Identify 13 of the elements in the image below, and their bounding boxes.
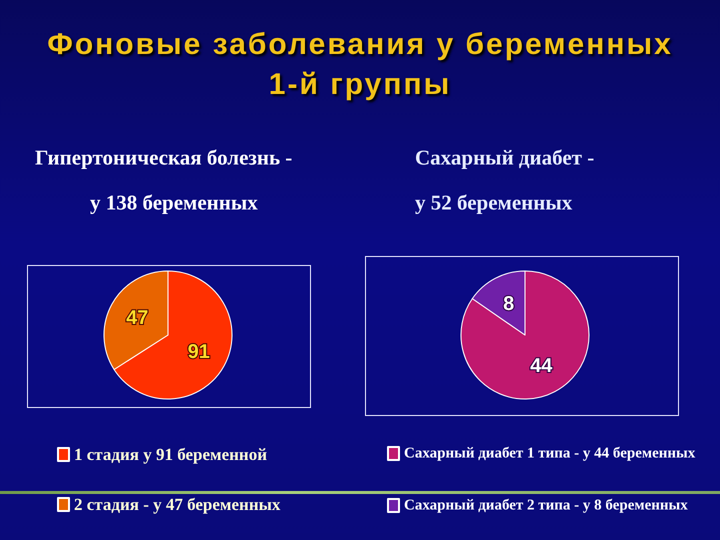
legend-label: 2 стадия - у 47 беременных [74,495,281,514]
text: Фоновые заболевания у беременных 1-й группы [46,27,674,103]
legend-label: Сахарный диабет 1 типа - у 44 беременных [404,446,696,462]
legend-label: Сахарный диабет 2 типа - у 8 беременных [404,498,688,514]
chart-subtitle: у 138 беременных [90,190,258,214]
data-label: 47 [126,307,148,330]
data-label: 8 [503,293,514,316]
data-label: 91 [188,340,210,363]
legend-label: 1 стадия у 91 беременной [74,445,268,464]
chart-title: Гипертоническая болезнь - [35,146,292,170]
chart-subtitle: у 52 беременных [415,190,573,214]
data-label: 44 [530,354,554,377]
chart-title: Сахарный диабет - [415,146,594,170]
